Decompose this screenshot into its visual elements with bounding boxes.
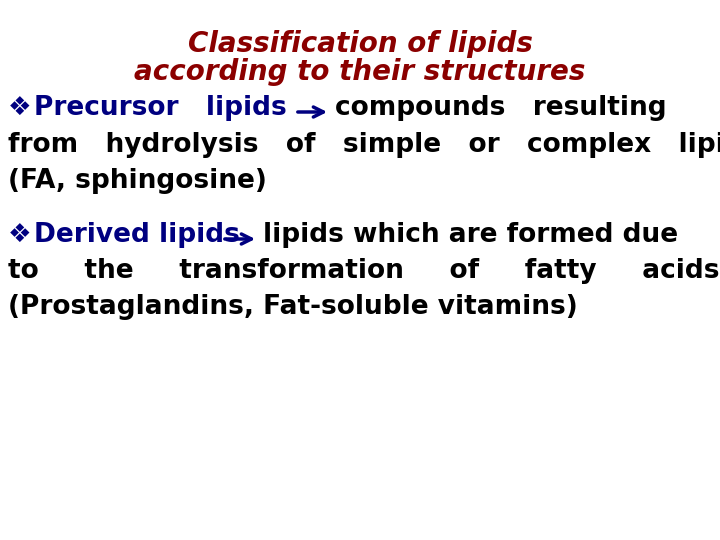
Text: (Prostaglandins, Fat-soluble vitamins): (Prostaglandins, Fat-soluble vitamins) [8, 294, 577, 320]
Text: ❖: ❖ [8, 95, 32, 121]
Text: from   hydrolysis   of   simple   or   complex   lipids: from hydrolysis of simple or complex lip… [8, 132, 720, 158]
Text: according to their structures: according to their structures [135, 58, 585, 86]
Text: ❖: ❖ [8, 222, 32, 248]
Text: Precursor   lipids: Precursor lipids [34, 95, 287, 121]
Text: to     the     transformation     of     fatty     acids: to the transformation of fatty acids [8, 258, 719, 284]
Text: compounds   resulting: compounds resulting [335, 95, 667, 121]
Text: (FA, sphingosine): (FA, sphingosine) [8, 168, 267, 194]
Text: Derived lipids: Derived lipids [34, 222, 240, 248]
Text: lipids which are formed due: lipids which are formed due [263, 222, 678, 248]
Text: Classification of lipids: Classification of lipids [188, 30, 532, 58]
